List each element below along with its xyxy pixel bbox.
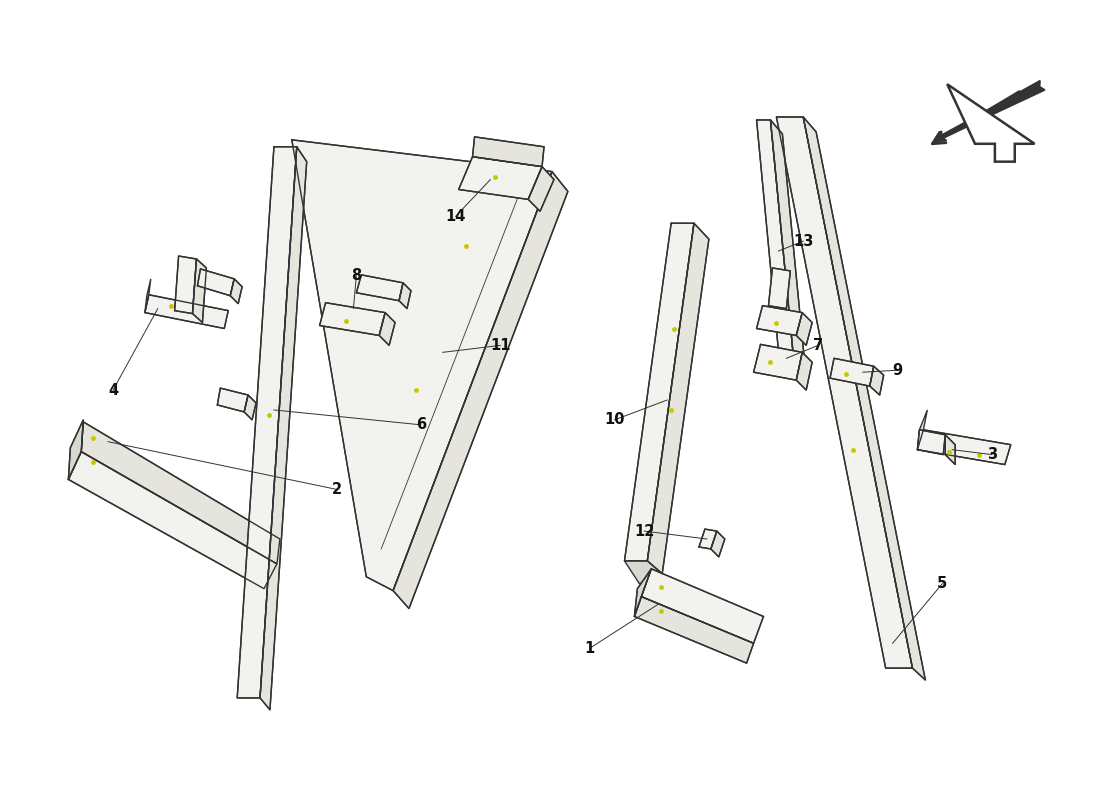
Polygon shape (917, 430, 945, 454)
Polygon shape (796, 352, 812, 390)
Polygon shape (757, 306, 802, 335)
Text: 13: 13 (793, 234, 813, 249)
Polygon shape (625, 223, 694, 561)
Text: 4: 4 (108, 382, 118, 398)
Text: 9: 9 (892, 362, 903, 378)
Polygon shape (68, 420, 84, 479)
Polygon shape (647, 223, 708, 574)
Polygon shape (473, 137, 544, 166)
Text: 3: 3 (987, 447, 997, 462)
Polygon shape (238, 146, 297, 698)
Polygon shape (757, 120, 793, 355)
Polygon shape (625, 561, 662, 584)
Polygon shape (230, 279, 242, 304)
Polygon shape (770, 120, 805, 368)
Polygon shape (769, 268, 790, 309)
Text: 10: 10 (604, 412, 625, 427)
Polygon shape (635, 597, 754, 663)
Text: 5: 5 (937, 576, 947, 591)
Polygon shape (399, 283, 411, 309)
Polygon shape (947, 84, 1035, 162)
Text: 7: 7 (813, 338, 823, 353)
Polygon shape (754, 344, 802, 380)
Polygon shape (320, 302, 385, 335)
Polygon shape (945, 434, 955, 465)
Polygon shape (356, 275, 403, 301)
Text: 2: 2 (331, 482, 342, 497)
Polygon shape (260, 146, 307, 710)
Polygon shape (777, 117, 913, 668)
Polygon shape (218, 388, 249, 412)
Polygon shape (635, 569, 651, 617)
Text: 12: 12 (635, 523, 654, 538)
Text: 8: 8 (351, 268, 362, 283)
Polygon shape (528, 166, 554, 211)
Polygon shape (803, 117, 925, 680)
Polygon shape (192, 259, 207, 322)
Polygon shape (917, 410, 927, 450)
Polygon shape (198, 269, 234, 296)
Polygon shape (81, 422, 279, 564)
Polygon shape (641, 569, 763, 643)
Polygon shape (244, 395, 256, 420)
Polygon shape (830, 358, 873, 386)
Polygon shape (698, 529, 717, 549)
Polygon shape (379, 313, 395, 346)
Text: 6: 6 (416, 418, 426, 432)
Polygon shape (796, 313, 812, 346)
Polygon shape (292, 140, 552, 590)
Polygon shape (68, 452, 277, 589)
Polygon shape (175, 256, 197, 314)
Polygon shape (870, 366, 883, 395)
Polygon shape (393, 171, 568, 609)
Text: 14: 14 (446, 209, 465, 224)
Polygon shape (459, 157, 542, 199)
Text: 1: 1 (584, 641, 595, 656)
Polygon shape (145, 279, 151, 313)
Text: 11: 11 (491, 338, 510, 353)
Polygon shape (711, 531, 725, 557)
Polygon shape (145, 294, 229, 329)
Polygon shape (917, 430, 1011, 465)
